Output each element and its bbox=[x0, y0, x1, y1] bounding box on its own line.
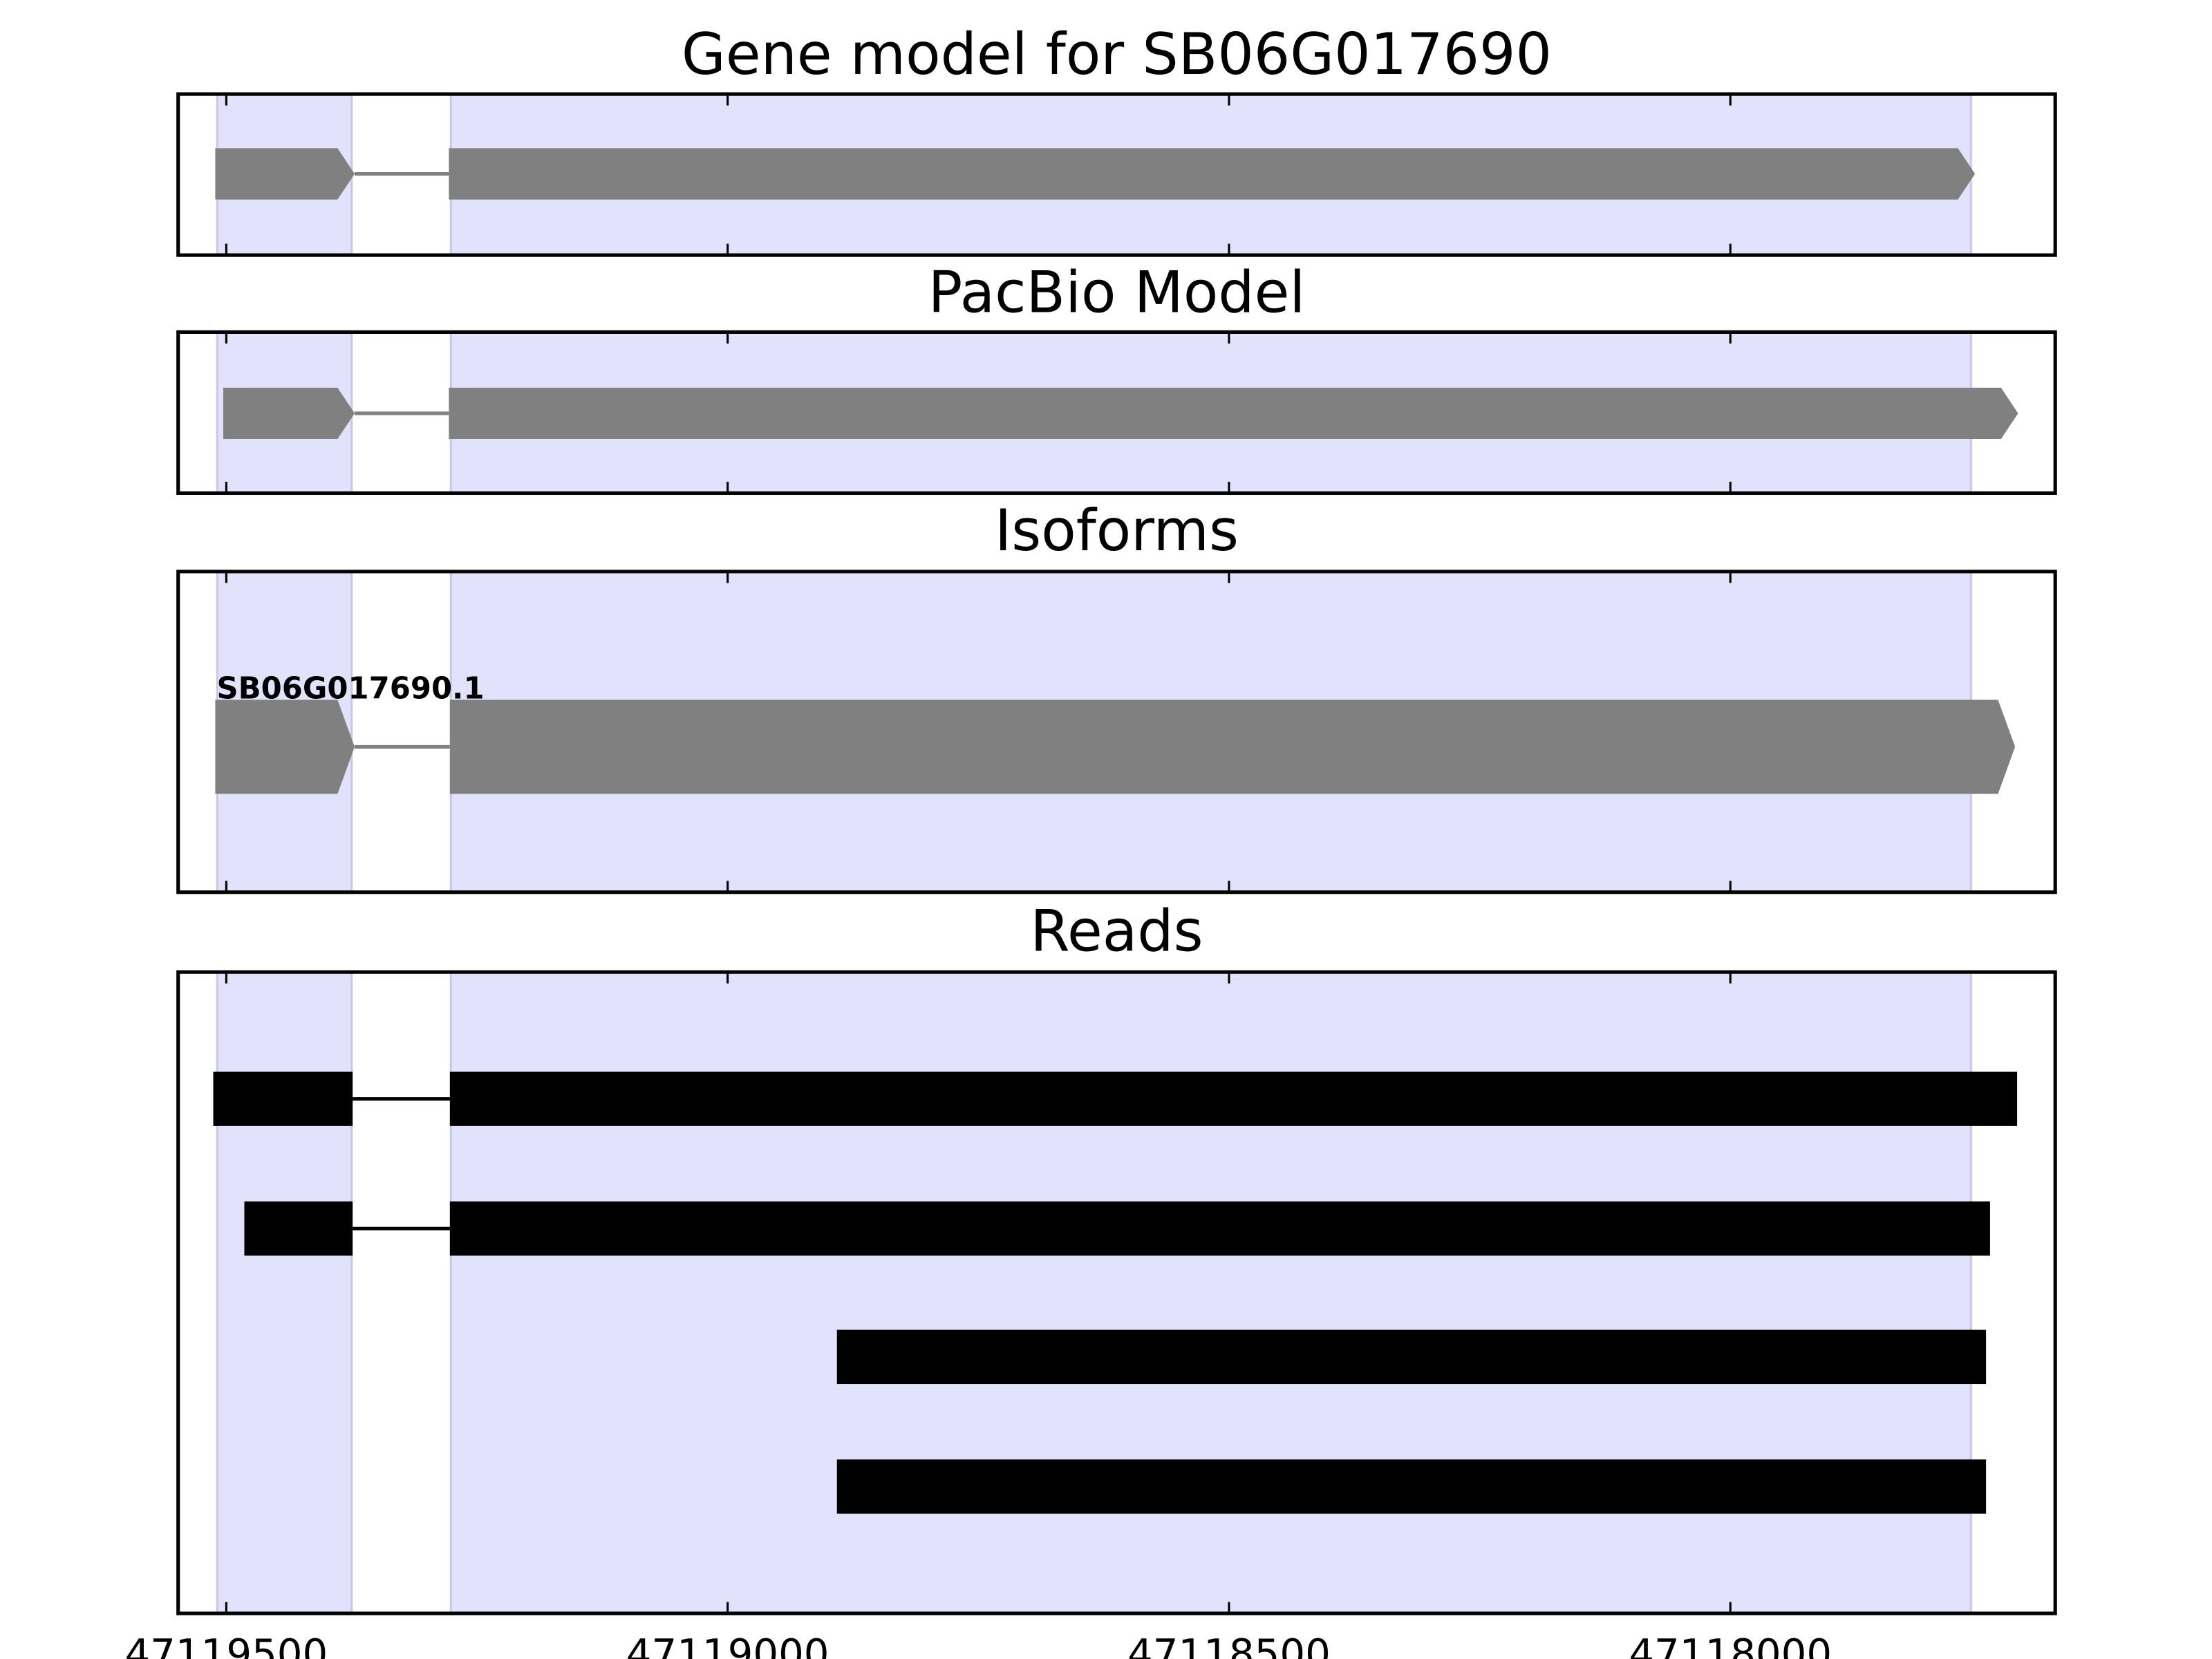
exon bbox=[449, 1201, 1990, 1256]
panel-title: Isoforms bbox=[995, 498, 1239, 564]
exon bbox=[449, 700, 2016, 794]
axes-frame bbox=[176, 970, 2057, 1615]
panel-title: Reads bbox=[1030, 898, 1203, 964]
axes-frame bbox=[176, 92, 2057, 257]
exon bbox=[215, 700, 355, 794]
x-tick-label: 47118500 bbox=[1127, 1630, 1331, 1659]
isoform-label: SB06G017690.1 bbox=[216, 671, 484, 706]
panel-title: PacBio Model bbox=[928, 260, 1306, 326]
exon bbox=[223, 387, 355, 440]
axes-frame bbox=[176, 330, 2057, 495]
exon bbox=[213, 1071, 353, 1126]
exon bbox=[449, 1071, 2018, 1126]
exon bbox=[836, 1329, 1987, 1385]
exon bbox=[836, 1459, 1987, 1514]
exon-region bbox=[449, 971, 1972, 1615]
x-tick-label: 47119500 bbox=[124, 1630, 328, 1659]
axes-frame bbox=[176, 570, 2057, 894]
exon bbox=[449, 148, 1976, 200]
exon bbox=[449, 387, 2018, 440]
x-tick-label: 47119000 bbox=[626, 1630, 830, 1659]
exon bbox=[244, 1201, 353, 1256]
panel-title: Gene model for SB06G017690 bbox=[682, 21, 1552, 88]
exon bbox=[215, 148, 355, 200]
x-tick-label: 47118000 bbox=[1629, 1630, 1832, 1659]
exon-region bbox=[216, 971, 353, 1615]
